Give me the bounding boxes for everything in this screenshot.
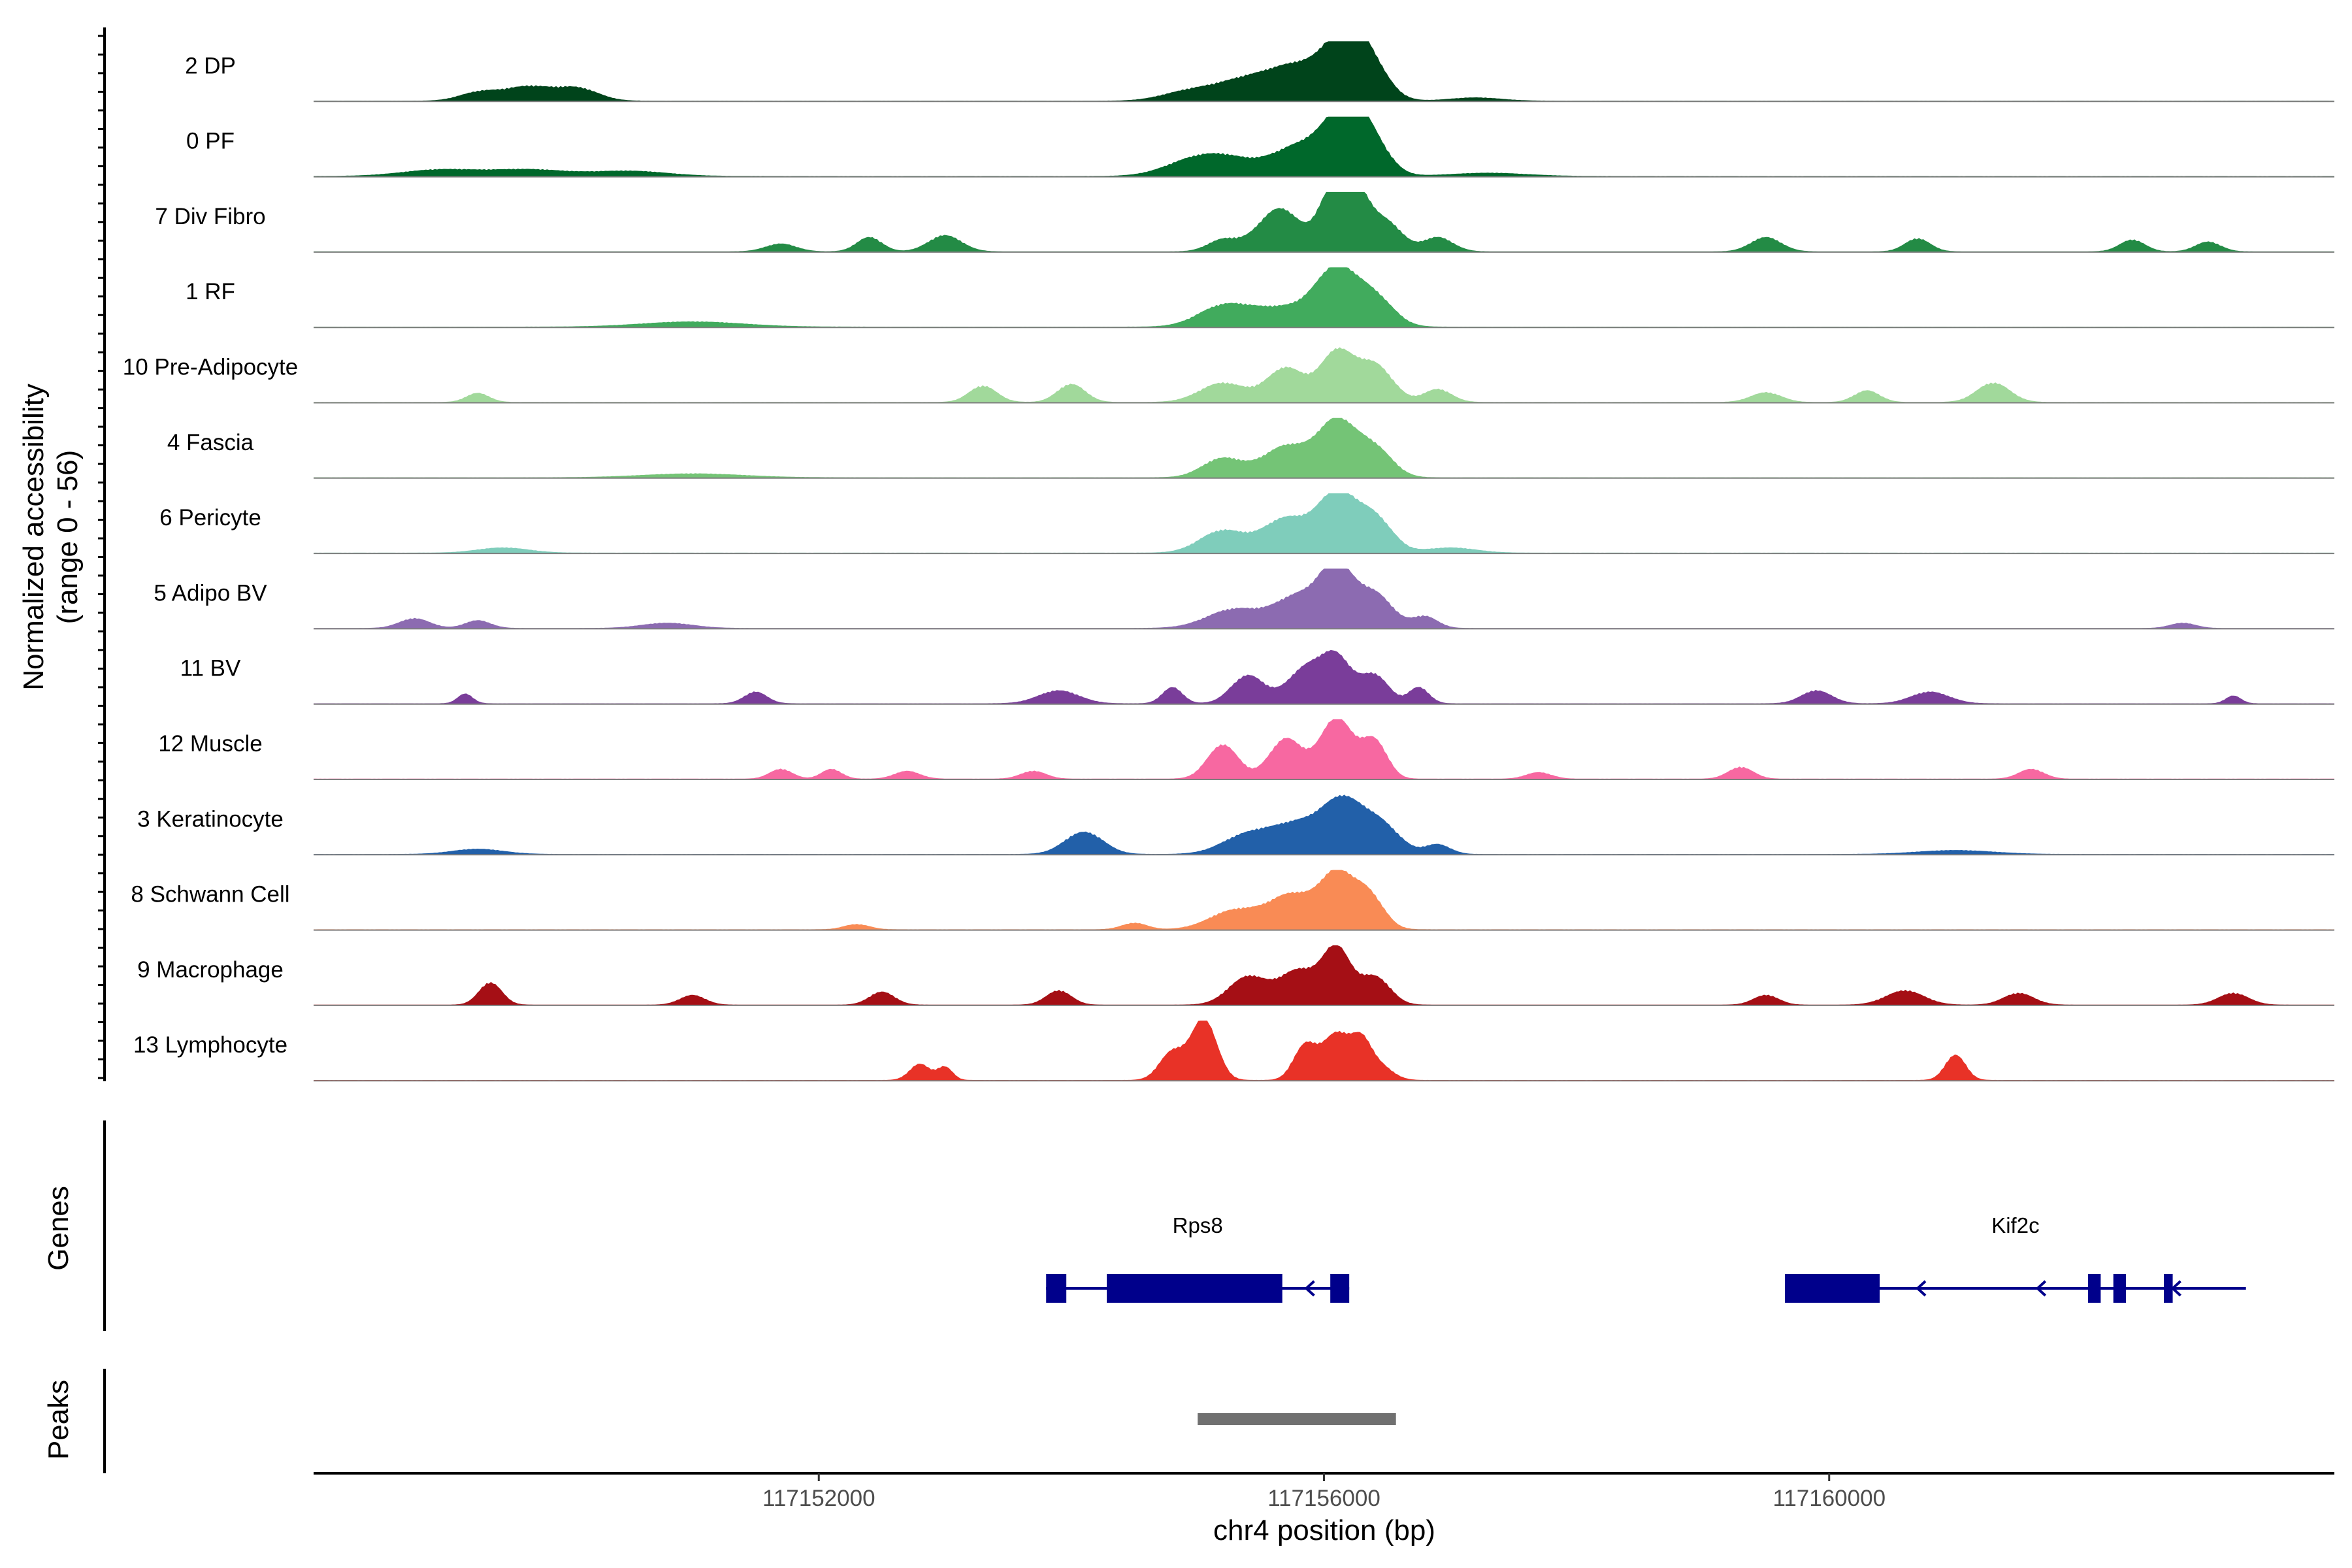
- coverage-area: [314, 870, 2334, 930]
- x-tick-label: 117156000: [1267, 1486, 1380, 1511]
- track-10-pre-adipocyte: 10 Pre-Adipocyte: [123, 347, 2334, 404]
- coverage-area: [314, 41, 2334, 102]
- gene-kif2c: Kif2c: [1785, 1213, 2246, 1303]
- strand-arrow: [2170, 1280, 2181, 1297]
- track-label: 3 Keratinocyte: [137, 806, 284, 832]
- track-label: 1 RF: [186, 279, 235, 304]
- track-label: 9 Macrophage: [137, 957, 284, 983]
- gene-track: Genes Rps8 Kif2c: [42, 1120, 2246, 1331]
- coverage-area: [314, 347, 2334, 403]
- gene-exon: [2164, 1274, 2173, 1303]
- peak-track: Peaks: [42, 1369, 1396, 1473]
- coverage-area: [314, 945, 2334, 1005]
- track-label: 0 PF: [186, 129, 235, 154]
- y-axis-title-line-1: Normalized accessibility: [18, 384, 50, 690]
- track-label: 4 Fascia: [167, 430, 254, 455]
- track-label: 2 DP: [185, 53, 236, 78]
- coverage-area: [314, 493, 2334, 554]
- x-axis-title: chr4 position (bp): [1213, 1514, 1435, 1546]
- coverage-area: [314, 568, 2334, 629]
- track-label: 13 Lymphocyte: [133, 1032, 287, 1058]
- coverage-area: [314, 116, 2334, 177]
- gene-label: Kif2c: [1991, 1213, 2039, 1237]
- gene-track-label: Genes: [42, 1186, 74, 1271]
- strand-arrow: [1304, 1280, 1315, 1297]
- track-2-dp: 2 DP: [185, 41, 2334, 103]
- track-7-div-fibro: 7 Div Fibro: [155, 191, 2334, 253]
- peak-bar: [1198, 1413, 1396, 1425]
- gene-exon: [2113, 1274, 2127, 1303]
- gene-exon: [2088, 1274, 2101, 1303]
- peak-track-label: Peaks: [42, 1380, 74, 1460]
- coverage-area: [314, 794, 2334, 855]
- coverage-tracks: 2 DP 0 PF 7 Div Fibro 1 RF 10 Pre-Adipocyte 4…: [123, 41, 2334, 1082]
- track-3-keratinocyte: 3 Keratinocyte: [137, 794, 2334, 856]
- track-label: 12 Muscle: [158, 731, 263, 757]
- track-4-fascia: 4 Fascia: [167, 417, 2334, 479]
- track-5-adipo-bv: 5 Adipo BV: [154, 568, 2334, 630]
- gene-exon: [1785, 1274, 1880, 1303]
- track-11-bv: 11 BV: [180, 649, 2334, 705]
- strand-arrow: [1916, 1280, 1927, 1297]
- x-axis: chr4 position (bp) 117152000 117156000 117…: [314, 1472, 2334, 1546]
- x-tick-label: 117160000: [1772, 1486, 1886, 1511]
- coverage-area: [314, 267, 2334, 328]
- track-label: 7 Div Fibro: [155, 204, 265, 229]
- gene-exon: [1107, 1274, 1282, 1303]
- track-6-pericyte: 6 Pericyte: [159, 493, 2334, 555]
- gene-exon: [1046, 1274, 1067, 1303]
- track-8-schwann-cell: 8 Schwann Cell: [131, 870, 2334, 931]
- track-12-muscle: 12 Muscle: [158, 719, 2334, 780]
- strand-arrow: [2035, 1280, 2047, 1297]
- track-label: 11 BV: [180, 656, 241, 681]
- y-axis-title-line-2: (range 0 - 56): [52, 450, 84, 625]
- gene-label: Rps8: [1173, 1213, 1223, 1237]
- track-9-macrophage: 9 Macrophage: [137, 945, 2334, 1006]
- coverage-area: [314, 719, 2334, 779]
- track-1-rf: 1 RF: [186, 267, 2334, 329]
- track-0-pf: 0 PF: [186, 116, 2334, 178]
- y-axis: [98, 27, 106, 1081]
- coverage-area: [314, 191, 2334, 252]
- gene-rps8: Rps8: [1046, 1213, 1350, 1303]
- track-label: 8 Schwann Cell: [131, 882, 289, 907]
- track-label: 10 Pre-Adipocyte: [123, 355, 298, 380]
- coverage-area: [314, 649, 2334, 704]
- x-tick-label: 117152000: [762, 1486, 875, 1511]
- track-label: 5 Adipo BV: [154, 580, 267, 606]
- coverage-area: [314, 417, 2334, 478]
- track-13-lymphocyte: 13 Lymphocyte: [133, 1021, 2334, 1082]
- y-axis-title: Normalized accessibility (range 0 - 56): [18, 384, 84, 690]
- coverage-area: [314, 1021, 2334, 1081]
- track-label: 6 Pericyte: [159, 505, 261, 531]
- gene-exon: [1330, 1274, 1350, 1303]
